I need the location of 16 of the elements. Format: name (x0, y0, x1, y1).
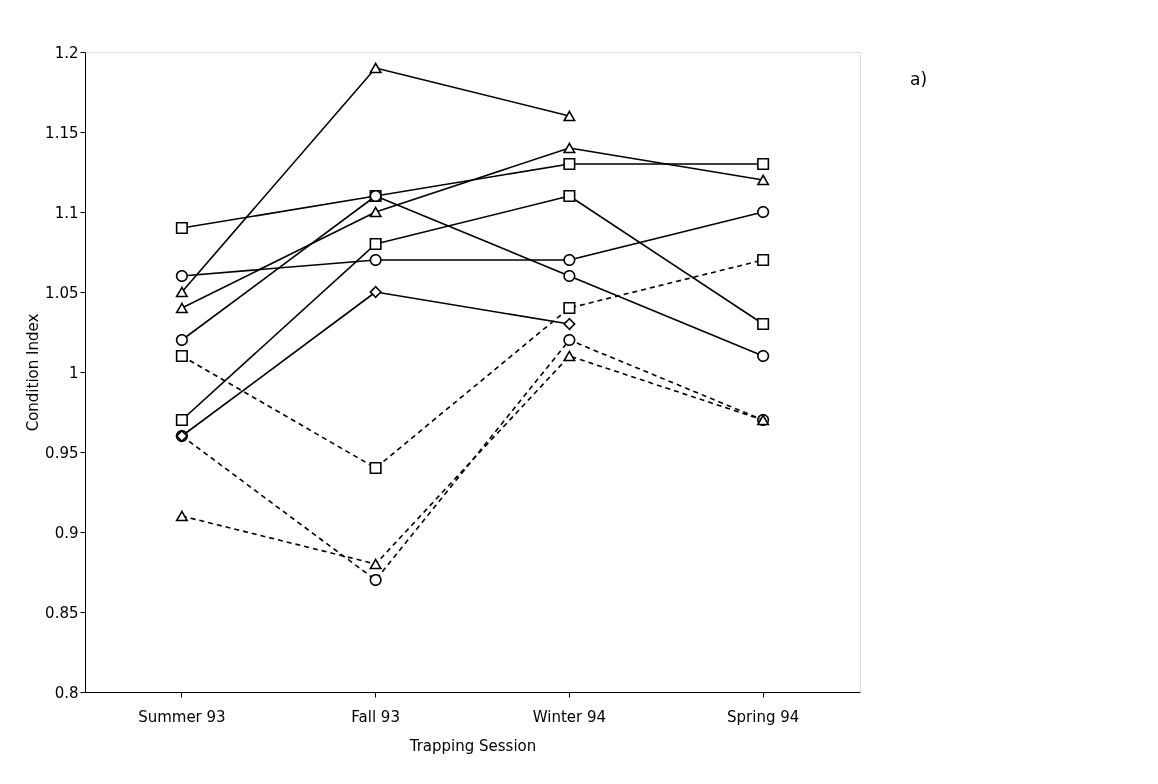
y-tick-label: 1.2 (54, 43, 79, 62)
x-axis-title: Trapping Session (408, 736, 537, 755)
y-tick-label: 0.95 (45, 443, 79, 462)
y-tick-label: 1.15 (45, 123, 79, 142)
x-tick-label: Fall 93 (351, 707, 400, 726)
x-tick-label: Spring 94 (726, 707, 800, 726)
y-tick-label: 1.1 (54, 203, 79, 222)
y-tick-label: 0.8 (54, 683, 79, 702)
y-axis-title: Condition Index (24, 313, 43, 432)
y-tick-label: 0.9 (54, 523, 79, 542)
y-tick-label: 1.05 (45, 283, 79, 302)
y-tick-label: 0.85 (45, 603, 79, 622)
text: a) (910, 69, 928, 89)
x-tick-label: Winter 94 (532, 707, 607, 726)
x-tick-label: Summer 93 (138, 707, 226, 726)
y-tick-label: 1 (68, 363, 79, 382)
